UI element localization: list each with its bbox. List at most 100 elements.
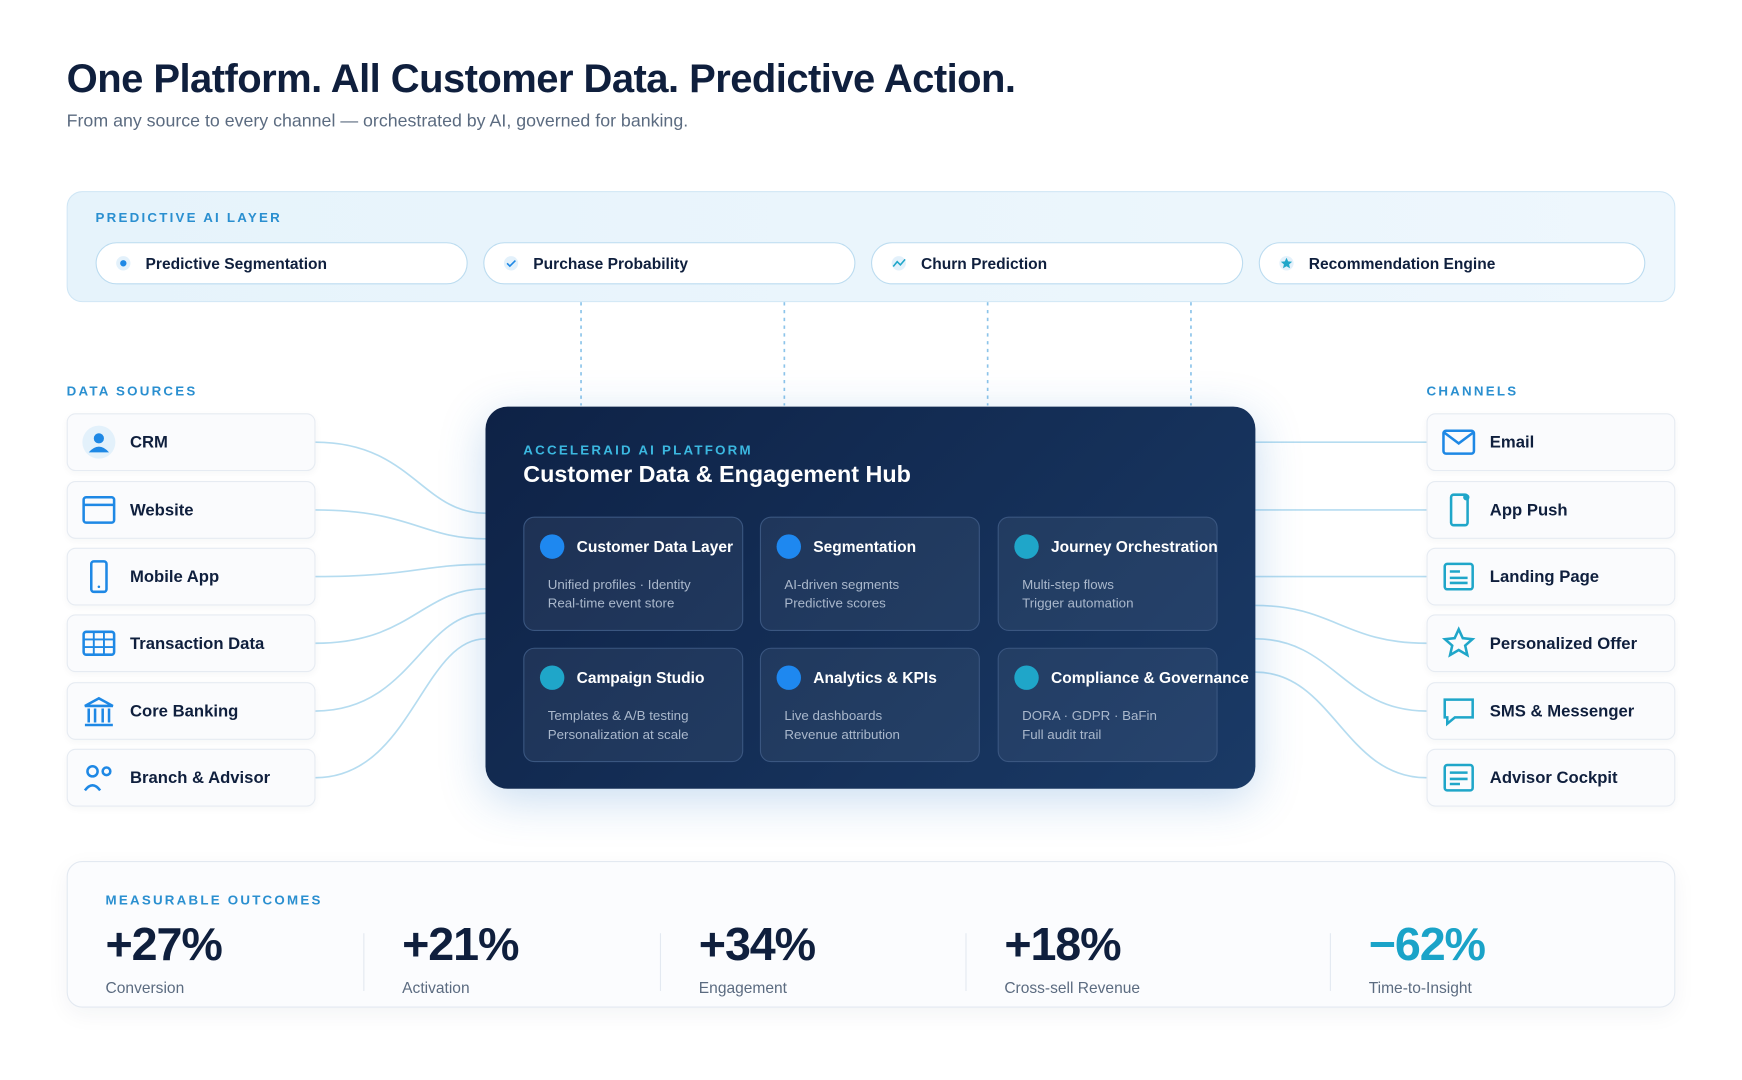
channel-label: SMS & Messenger xyxy=(1489,701,1635,721)
module-desc: Revenue attribution xyxy=(784,726,900,743)
hub-module: Journey Orchestration Multi-step flows Tri… xyxy=(997,516,1218,632)
module-desc: DORA · GDPR · BaFin xyxy=(1022,707,1157,724)
divider xyxy=(363,933,365,991)
module-title: Segmentation xyxy=(813,537,917,556)
channel-label: App Push xyxy=(1489,500,1568,520)
module-desc: Predictive scores xyxy=(784,595,886,612)
outcome-label: Time-to-Insight xyxy=(1368,978,1472,997)
outcome-value: +21% xyxy=(402,917,519,970)
divider xyxy=(1329,933,1331,991)
icon xyxy=(1443,562,1474,591)
connector xyxy=(315,563,486,578)
source-card: CRM xyxy=(66,413,316,472)
channel-card: Email xyxy=(1426,413,1676,472)
outcome-value: +34% xyxy=(698,917,816,970)
outcome-label: Conversion xyxy=(105,978,185,997)
ai-pill: Purchase Probability xyxy=(483,242,856,285)
module-desc: Unified profiles · Identity xyxy=(547,576,691,593)
source-label: CRM xyxy=(129,432,168,452)
module-dot xyxy=(776,534,802,559)
ai-pill: Churn Prediction xyxy=(871,242,1244,285)
ai-pill: Recommendation Engine xyxy=(1258,242,1646,285)
source-label: Transaction Data xyxy=(129,633,265,653)
page-title: One Platform. All Customer Data. Predict… xyxy=(66,55,1016,102)
channel-label: Landing Page xyxy=(1489,567,1600,587)
outcome-value: −62% xyxy=(1368,917,1486,970)
ai-layer-label: PREDICTIVE AI LAYER xyxy=(95,209,282,226)
outcomes-label: MEASURABLE OUTCOMES xyxy=(105,892,323,908)
ai-pill-label: Purchase Probability xyxy=(533,254,689,273)
hub-module: Compliance & Governance DORA · GDPR · BaF… xyxy=(997,647,1249,763)
connector xyxy=(315,587,486,645)
connector xyxy=(1255,671,1427,779)
channel-label: Advisor Cockpit xyxy=(1489,768,1618,788)
source-label: Branch & Advisor xyxy=(129,768,271,788)
source-card: Website xyxy=(66,481,316,539)
source-card: Core Banking xyxy=(66,682,316,740)
icon xyxy=(83,764,112,792)
channel-label: Email xyxy=(1489,432,1535,452)
sources-label: DATA SOURCES xyxy=(66,383,198,399)
channels-label: CHANNELS xyxy=(1426,383,1519,399)
module-dot xyxy=(776,665,802,690)
module-desc: Multi-step flows xyxy=(1022,576,1114,593)
module-title: Campaign Studio xyxy=(576,668,705,687)
hub-module: Customer Data Layer Unified profiles · Id… xyxy=(523,516,744,632)
divider xyxy=(659,933,662,991)
icon xyxy=(891,256,906,271)
module-title: Compliance & Governance xyxy=(1050,668,1249,687)
module-desc: Trigger automation xyxy=(1022,595,1134,612)
module-desc: AI-driven segments xyxy=(784,576,900,593)
ai-pill-label: Churn Prediction xyxy=(920,254,1048,273)
module-title: Journey Orchestration xyxy=(1050,537,1218,556)
icon xyxy=(1441,626,1476,658)
ai-pill-label: Predictive Segmentation xyxy=(145,254,328,273)
connector xyxy=(315,509,486,540)
outcomes-panel xyxy=(66,861,1676,1008)
module-dot xyxy=(539,534,565,559)
icon xyxy=(84,696,114,727)
module-desc: Personalization at scale xyxy=(547,726,689,743)
icon xyxy=(82,425,116,459)
divider xyxy=(965,933,967,991)
icon xyxy=(1279,256,1294,271)
icon xyxy=(1443,698,1474,727)
connector xyxy=(1255,637,1427,712)
icon xyxy=(1442,429,1476,455)
hub-module: Campaign Studio Templates & A/B testing Pe… xyxy=(523,647,744,763)
outcome-label: Engagement xyxy=(698,978,788,997)
source-label: Core Banking xyxy=(129,701,239,721)
ai-pill: Predictive Segmentation xyxy=(95,242,468,285)
module-desc: Templates & A/B testing xyxy=(547,707,689,724)
connector xyxy=(1255,604,1427,645)
icon xyxy=(1443,763,1474,792)
icon xyxy=(89,560,108,594)
icon xyxy=(116,256,131,271)
source-card: Transaction Data xyxy=(66,614,316,673)
connector xyxy=(315,441,486,515)
module-dot xyxy=(539,665,565,690)
outcome-value: +27% xyxy=(105,917,223,970)
icon xyxy=(82,495,116,524)
icon xyxy=(503,256,519,271)
module-title: Customer Data Layer xyxy=(576,537,734,556)
hub: ACCELERAID AI PLATFORM Customer Data & E… xyxy=(485,406,1256,789)
module-desc: Real-time event store xyxy=(547,595,675,612)
source-label: Website xyxy=(129,500,194,520)
channel-card: SMS & Messenger xyxy=(1426,682,1676,740)
hub-title: Customer Data & Engagement Hub xyxy=(523,462,911,488)
outcome-label: Activation xyxy=(402,978,470,997)
channel-card: App Push xyxy=(1426,481,1676,539)
ai-pill-label: Recommendation Engine xyxy=(1308,254,1496,273)
outcome-label: Cross-sell Revenue xyxy=(1004,978,1141,997)
icon xyxy=(1449,493,1470,527)
module-title: Analytics & KPIs xyxy=(813,668,937,687)
icon xyxy=(82,630,116,656)
module-desc: Full audit trail xyxy=(1022,726,1102,743)
connector xyxy=(315,637,486,779)
channel-card: Landing Page xyxy=(1426,547,1676,606)
module-dot xyxy=(1014,665,1039,690)
